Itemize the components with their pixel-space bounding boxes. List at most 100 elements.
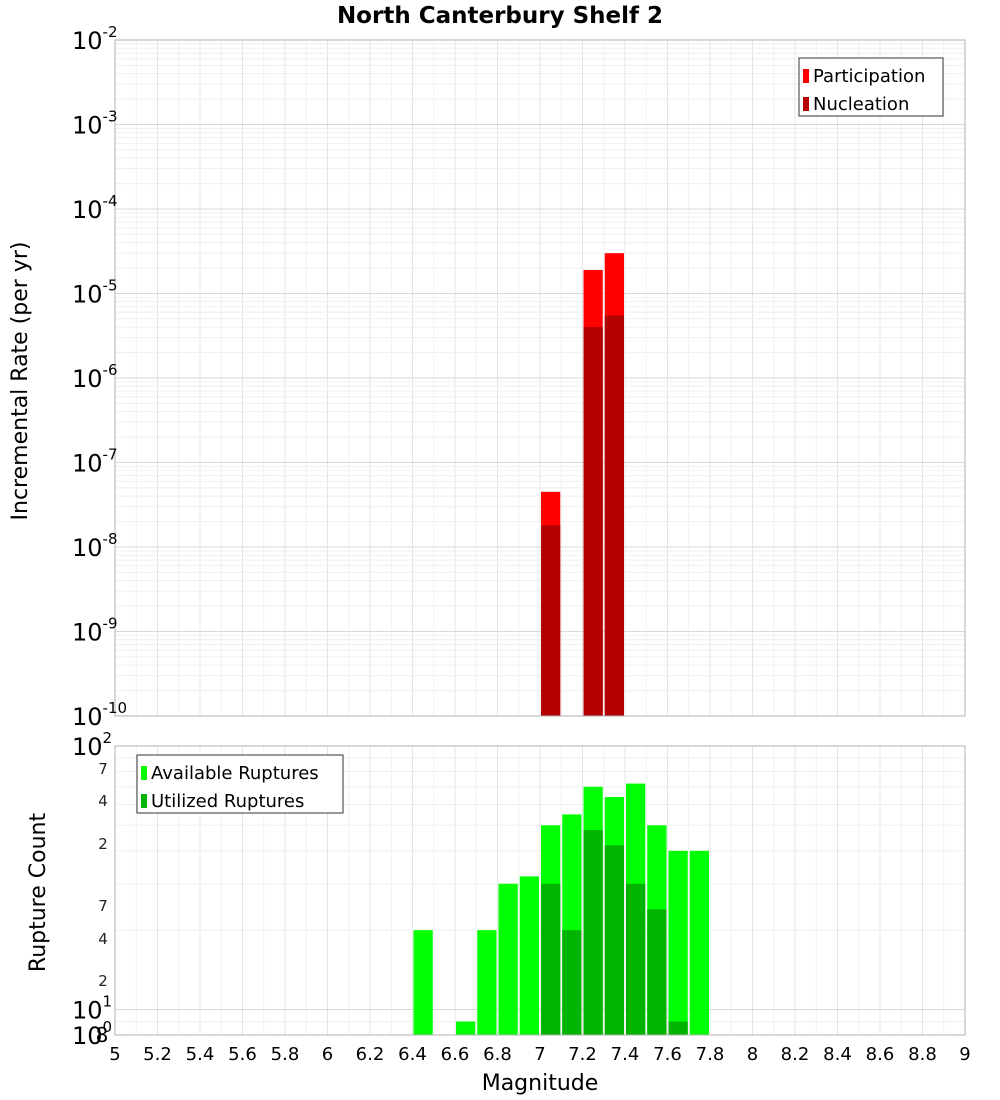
y-tick-base: 10 [72,733,103,761]
bar-available-ruptures [477,930,497,1035]
x-tick-label: 5 [109,1044,120,1065]
x-axis-label: Magnitude [482,1071,599,1096]
y-tick-exponent: -8 [103,530,118,548]
x-tick-label: 9 [959,1044,970,1065]
bar-available-ruptures [519,876,539,1035]
y-tick-minor-label: 8 [96,1023,109,1047]
legend-label: Nucleation [813,94,909,115]
legend-swatch [803,97,809,111]
x-tick-label: 8.8 [908,1044,937,1065]
y-tick-exponent: 1 [103,992,113,1010]
chart-title: North Canterbury Shelf 2 [337,3,663,29]
y-tick-base: 10 [72,996,103,1024]
bar-available-ruptures [668,850,688,1035]
x-tick-label: 8.4 [823,1044,852,1065]
x-tick-label: 5.6 [228,1044,257,1065]
bar-nucleation [583,327,603,716]
y-tick-label: 102 [72,729,112,761]
y-tick-exponent: -7 [103,446,118,464]
rate-gridlines [115,40,965,717]
y-tick-exponent: -6 [103,361,118,379]
y-tick-base: 10 [72,450,103,478]
y-tick-base: 10 [72,196,103,224]
x-tick-label: 5.8 [271,1044,300,1065]
bar-utilized-ruptures [626,883,646,1035]
x-tick-label: 6.6 [441,1044,470,1065]
y-tick-exponent: 2 [103,729,113,747]
legend-box [136,754,344,814]
y-tick-base: 10 [72,703,103,731]
legend-swatch [803,69,809,83]
y-tick-minor-label: 4 [98,792,108,810]
y-tick-base: 10 [72,27,103,55]
x-tick-label: 7.6 [653,1044,682,1065]
y-tick-label: 10-5 [72,277,118,309]
x-tick-label: 7.4 [611,1044,640,1065]
rate-plot-frame [114,39,966,717]
y-tick-label: 10-7 [72,446,118,478]
y-tick-label: 10-3 [72,108,118,140]
legend-label: Utilized Ruptures [151,791,304,812]
y-tick-label: 10-6 [72,361,118,393]
legend-box [798,57,944,117]
y-tick-minor-label: 7 [98,897,108,915]
bar-utilized-ruptures [541,883,561,1035]
y-tick-minor-label: 2 [98,835,108,853]
legend-swatch [141,794,147,808]
y-tick-exponent: -10 [103,699,128,717]
rate-legend: Participation Nucleation [798,57,944,117]
count-legend: Available Ruptures Utilized Ruptures [136,754,344,814]
x-tick-label: 6.8 [483,1044,512,1065]
x-tick-label: 8 [747,1044,758,1065]
bar-utilized-ruptures [604,845,624,1035]
y-tick-label: 10-4 [72,192,118,224]
y-tick-base: 10 [72,112,103,140]
x-tick-label: 6.4 [398,1044,427,1065]
rate-bars [541,253,624,716]
x-tick-label: 6.2 [356,1044,385,1065]
legend-label: Participation [813,66,925,87]
x-tick-label: 8.6 [866,1044,895,1065]
bar-available-ruptures [456,1021,476,1035]
y-tick-label: 10-9 [72,615,118,647]
bar-nucleation [541,525,561,716]
y-tick-minor-label: 2 [98,972,108,990]
rate-y-axis-label: Incremental Rate (per yr) [8,242,33,521]
bar-available-ruptures [413,930,433,1035]
count-plot-frame [114,745,966,1036]
y-tick-minor-label: 4 [98,930,108,948]
x-tick-label: 8.2 [781,1044,810,1065]
y-tick-minor-label: 7 [98,760,108,778]
y-tick-label: 10-10 [72,699,127,731]
y-tick-base: 10 [72,619,103,647]
y-tick-exponent: -9 [103,615,118,633]
rate-y-ticks: 10-210-310-410-510-610-710-810-910-10 [72,23,127,731]
y-tick-label: 10-2 [72,23,118,55]
x-tick-label: 5.4 [186,1044,215,1065]
y-tick-exponent: 0 [103,1018,113,1036]
x-tick-label: 6 [322,1044,333,1065]
x-tick-label: 7.8 [696,1044,725,1065]
y-tick-label: 100 [72,1018,112,1050]
y-tick-exponent: -2 [103,23,118,41]
count-y-axis-label: Rupture Count [26,813,51,973]
x-tick-label: 5.2 [143,1044,172,1065]
bar-available-ruptures [689,850,709,1035]
bar-available-ruptures [498,883,518,1035]
bar-utilized-ruptures [668,1021,688,1035]
count-bars [413,783,709,1035]
x-tick-label: 7 [534,1044,545,1065]
bar-utilized-ruptures [647,909,667,1035]
legend-swatch [141,766,147,780]
bar-nucleation [604,315,624,716]
legend-label: Available Ruptures [151,763,319,784]
y-tick-exponent: -5 [103,277,118,295]
y-tick-exponent: -3 [103,108,118,126]
rate-panel: 10-210-310-410-510-610-710-810-910-10 In… [8,23,966,731]
y-tick-base: 10 [72,534,103,562]
bar-utilized-ruptures [562,930,582,1035]
y-tick-exponent: -4 [103,192,118,210]
